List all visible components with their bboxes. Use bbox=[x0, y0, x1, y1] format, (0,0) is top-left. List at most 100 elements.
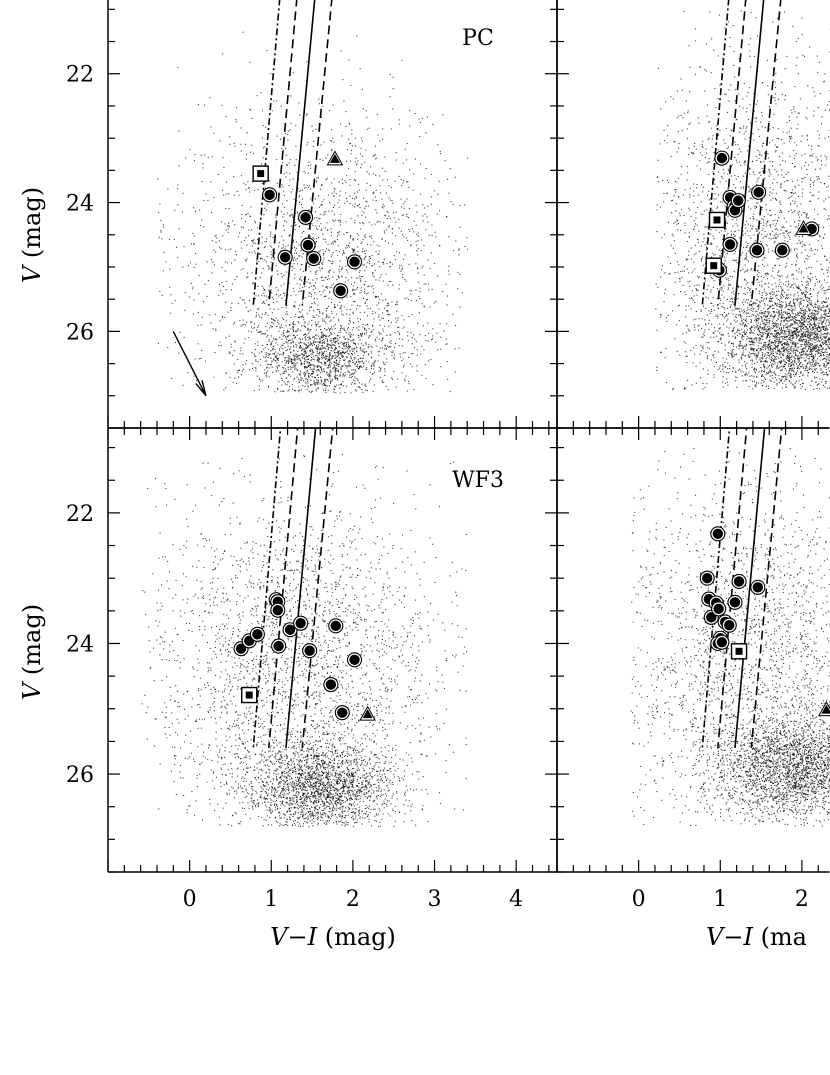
field-star bbox=[306, 355, 308, 357]
field-star bbox=[278, 365, 280, 367]
field-star bbox=[302, 385, 304, 387]
field-star bbox=[406, 213, 408, 215]
field-star bbox=[347, 271, 349, 273]
field-star bbox=[789, 120, 791, 122]
field-star bbox=[311, 384, 313, 386]
field-star bbox=[329, 269, 331, 271]
field-star bbox=[312, 145, 314, 147]
field-star bbox=[313, 238, 315, 240]
field-star bbox=[760, 334, 762, 336]
field-star bbox=[157, 178, 159, 180]
field-star bbox=[764, 312, 766, 314]
field-star bbox=[292, 326, 294, 328]
field-star bbox=[729, 322, 731, 324]
field-star bbox=[293, 349, 295, 351]
field-star bbox=[298, 337, 300, 339]
field-star bbox=[268, 376, 270, 378]
field-star bbox=[253, 239, 255, 241]
field-star bbox=[343, 346, 345, 348]
field-star bbox=[381, 381, 383, 383]
field-star bbox=[299, 358, 301, 360]
field-star bbox=[264, 187, 266, 189]
field-star bbox=[300, 379, 302, 381]
field-star bbox=[337, 245, 339, 247]
field-star bbox=[382, 280, 384, 282]
field-star bbox=[360, 334, 362, 336]
field-star bbox=[283, 329, 285, 331]
field-star bbox=[248, 186, 250, 188]
field-star bbox=[352, 373, 354, 375]
field-star bbox=[822, 347, 824, 349]
field-star bbox=[392, 228, 394, 230]
field-star bbox=[270, 342, 272, 344]
field-star bbox=[303, 351, 305, 353]
field-star bbox=[759, 284, 761, 286]
field-star bbox=[304, 297, 306, 299]
field-star bbox=[796, 329, 798, 331]
field-star bbox=[372, 363, 374, 365]
field-star bbox=[320, 382, 322, 384]
field-star bbox=[758, 352, 760, 354]
field-star bbox=[222, 293, 224, 295]
field-star bbox=[775, 192, 777, 194]
field-star bbox=[707, 297, 709, 299]
field-star bbox=[301, 290, 303, 292]
field-star bbox=[416, 233, 418, 235]
field-star bbox=[295, 313, 297, 315]
field-star bbox=[265, 312, 267, 314]
field-star bbox=[307, 379, 309, 381]
field-star bbox=[274, 355, 276, 357]
field-star bbox=[337, 371, 339, 373]
field-star bbox=[357, 318, 359, 320]
field-star bbox=[321, 353, 323, 355]
field-star bbox=[335, 364, 337, 366]
field-star bbox=[303, 325, 305, 327]
field-star bbox=[336, 364, 338, 366]
field-star bbox=[241, 217, 243, 219]
field-star bbox=[347, 346, 349, 348]
field-star bbox=[379, 324, 381, 326]
field-star bbox=[288, 374, 290, 376]
field-star bbox=[406, 198, 408, 200]
field-star bbox=[325, 335, 327, 337]
field-star bbox=[336, 378, 338, 380]
field-star bbox=[299, 304, 301, 306]
field-star bbox=[827, 358, 829, 360]
field-star bbox=[273, 257, 275, 259]
field-star bbox=[309, 367, 311, 369]
field-star bbox=[255, 295, 257, 297]
field-star bbox=[346, 351, 348, 353]
field-star bbox=[281, 306, 283, 308]
field-star bbox=[389, 199, 391, 201]
field-star bbox=[666, 382, 668, 384]
field-star bbox=[304, 348, 306, 350]
field-star bbox=[753, 375, 755, 377]
field-star bbox=[790, 374, 792, 376]
field-star bbox=[325, 387, 327, 389]
field-star bbox=[372, 272, 374, 274]
field-star bbox=[371, 254, 373, 256]
field-star bbox=[310, 164, 312, 166]
field-star bbox=[711, 302, 713, 304]
field-star bbox=[329, 378, 331, 380]
field-star bbox=[340, 305, 342, 307]
field-star bbox=[724, 260, 726, 262]
field-star bbox=[259, 258, 261, 260]
field-star bbox=[813, 316, 815, 318]
field-star bbox=[214, 313, 216, 315]
field-star bbox=[791, 307, 793, 309]
field-star bbox=[243, 239, 245, 241]
field-star bbox=[336, 279, 338, 281]
field-star bbox=[275, 317, 277, 319]
field-star bbox=[436, 213, 438, 215]
field-star bbox=[269, 353, 271, 355]
field-star bbox=[379, 319, 381, 321]
field-star bbox=[329, 364, 331, 366]
field-star bbox=[397, 319, 399, 321]
field-star bbox=[331, 150, 333, 152]
field-star bbox=[291, 213, 293, 215]
field-star bbox=[264, 369, 266, 371]
field-star bbox=[788, 355, 790, 357]
field-star bbox=[375, 174, 377, 176]
field-star bbox=[319, 338, 321, 340]
